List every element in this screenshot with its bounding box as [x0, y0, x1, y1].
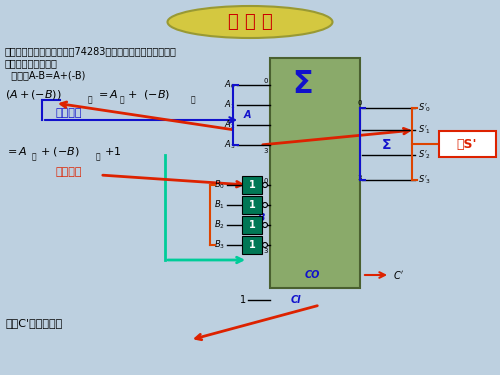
Bar — [242, 196, 262, 214]
Text: $B_2$: $B_2$ — [214, 219, 225, 231]
Text: $S'_1$: $S'_1$ — [418, 124, 431, 136]
Text: 3: 3 — [357, 175, 362, 181]
Text: $S'_0$: $S'_0$ — [418, 102, 432, 114]
Text: $A_2$: $A_2$ — [224, 119, 235, 131]
Text: 分析：A-B=A+(-B): 分析：A-B=A+(-B) — [5, 70, 86, 80]
Bar — [242, 216, 262, 234]
Text: 3: 3 — [263, 248, 268, 254]
Text: $B_3$: $B_3$ — [214, 239, 225, 251]
Text: 例：试用四位二进制加法妗74283构成可控的加法、减法器（: 例：试用四位二进制加法妗74283构成可控的加法、减法器（ — [5, 46, 177, 56]
Text: $S'_3$: $S'_3$ — [418, 174, 432, 186]
Text: 0: 0 — [263, 178, 268, 184]
Text: Σ: Σ — [292, 70, 313, 99]
Text: $(A+(-B))$: $(A+(-B))$ — [5, 88, 62, 101]
Text: 允许附加少量门）。: 允许附加少量门）。 — [5, 58, 58, 68]
Text: 按位取反: 按位取反 — [55, 167, 82, 177]
Text: $C'$: $C'$ — [393, 269, 404, 281]
Text: $S'_2$: $S'_2$ — [418, 149, 431, 161]
FancyBboxPatch shape — [439, 131, 496, 157]
Text: $B_1$: $B_1$ — [214, 199, 225, 211]
Text: $A_0$: $A_0$ — [224, 79, 235, 91]
Text: CI: CI — [291, 295, 302, 305]
Text: $+\ \ (-B)$: $+\ \ (-B)$ — [127, 88, 170, 101]
Text: Σ: Σ — [382, 138, 392, 152]
Text: $B_0$: $B_0$ — [214, 179, 225, 191]
Text: 1: 1 — [248, 220, 256, 230]
Text: 1: 1 — [248, 240, 256, 250]
Text: 补: 补 — [191, 95, 196, 104]
Bar — [242, 236, 262, 254]
Text: 1: 1 — [248, 200, 256, 210]
Text: 各位不变: 各位不变 — [55, 108, 82, 118]
Text: 1: 1 — [240, 295, 246, 305]
Text: 3: 3 — [263, 148, 268, 154]
Text: B: B — [258, 213, 266, 223]
Text: $+1$: $+1$ — [104, 145, 122, 157]
Text: 反: 反 — [96, 152, 100, 161]
Text: 习 题 课: 习 题 课 — [228, 13, 272, 31]
Text: $=A$: $=A$ — [96, 88, 118, 100]
Text: A: A — [244, 110, 252, 120]
Text: $A_1$: $A_1$ — [224, 99, 235, 111]
Ellipse shape — [168, 6, 332, 38]
Text: 补: 补 — [32, 152, 36, 161]
Text: 0: 0 — [263, 78, 268, 84]
Text: $A_3$: $A_3$ — [224, 139, 235, 151]
Bar — [270, 58, 360, 288]
Text: 补: 补 — [88, 95, 92, 104]
Text: $+\ (-B)$: $+\ (-B)$ — [40, 145, 80, 158]
Text: 补: 补 — [120, 95, 124, 104]
Bar — [242, 176, 262, 194]
Text: 和S': 和S' — [457, 138, 477, 150]
Text: 1: 1 — [248, 180, 256, 190]
Text: CO: CO — [305, 270, 320, 280]
Text: 借位C'为进位取反: 借位C'为进位取反 — [5, 318, 62, 328]
Text: $=A$: $=A$ — [5, 145, 28, 157]
Text: 0: 0 — [357, 100, 362, 106]
